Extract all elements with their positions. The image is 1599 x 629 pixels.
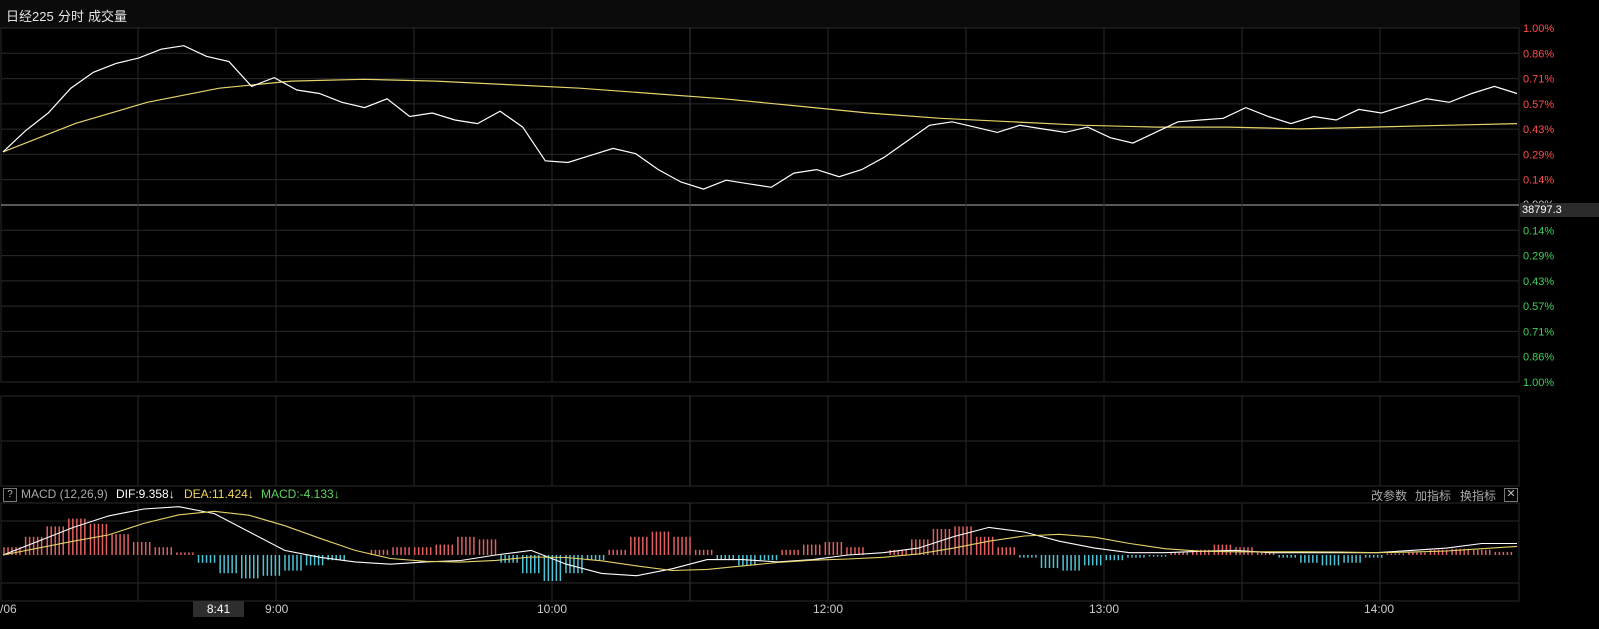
- macd-dea-line: [2, 510, 1518, 572]
- help-icon[interactable]: ?: [3, 488, 17, 502]
- price-line: [2, 45, 1518, 190]
- price-axis-label-down: 0.86%: [1523, 352, 1554, 364]
- add-indicator-button[interactable]: 加指标: [1415, 489, 1452, 503]
- price-axis-label-down: 0.14%: [1523, 225, 1554, 237]
- current-price-label: 38797.3: [1520, 203, 1599, 217]
- macd-value: MACD:-4.133↓: [261, 487, 340, 501]
- price-axis-label-down: 0.29%: [1523, 251, 1554, 263]
- tab-volume[interactable]: 成交量: [88, 9, 128, 24]
- change-indicator-button[interactable]: 换指标: [1460, 489, 1497, 503]
- time-axis-label: 12:00: [813, 602, 843, 616]
- chart-header: 日经225 分时 成交量: [0, 0, 1520, 28]
- close-icon[interactable]: ✕: [1504, 488, 1518, 502]
- macd-title: MACD (12,26,9): [21, 487, 108, 501]
- time-axis-label: 10:00: [537, 602, 567, 616]
- instrument-title: 日经225: [6, 9, 54, 24]
- edit-params-button[interactable]: 改参数: [1371, 489, 1408, 503]
- price-axis-label-up: 0.86%: [1523, 48, 1554, 60]
- price-axis-label-up: 1.00%: [1523, 23, 1554, 35]
- price-axis-label-up: 0.43%: [1523, 124, 1554, 136]
- price-axis-label-down: 0.71%: [1523, 326, 1554, 338]
- price-axis-label-up: 0.57%: [1523, 99, 1554, 111]
- price-axis-label-down: 0.43%: [1523, 276, 1554, 288]
- price-axis-label-up: 0.71%: [1523, 74, 1554, 86]
- macd-dif-value: DIF:9.358↓: [116, 487, 175, 501]
- price-axis-label-up: 0.14%: [1523, 175, 1554, 187]
- average-price-line: [2, 78, 1518, 153]
- tab-timeshare[interactable]: 分时: [58, 9, 85, 24]
- time-axis-label: 9:00: [265, 602, 289, 616]
- price-axis-label-up: 0.29%: [1523, 149, 1554, 161]
- macd-panel-frame: [0, 502, 1520, 602]
- price-axis-label-down: 1.00%: [1523, 377, 1554, 389]
- cursor-time-label: 8:41: [193, 601, 244, 617]
- time-axis-label: /06: [0, 602, 17, 616]
- macd-indicator-bar: MACD (12,26,9) DIF:9.358↓ DEA:11.424↓ MA…: [0, 486, 1520, 503]
- price-axis-label-down: 0.57%: [1523, 301, 1554, 313]
- time-axis-label: 13:00: [1089, 602, 1119, 616]
- macd-dea-value: DEA:11.424↓: [184, 487, 254, 501]
- macd-dif-line: [2, 506, 1517, 577]
- time-axis-label: 14:00: [1364, 602, 1394, 616]
